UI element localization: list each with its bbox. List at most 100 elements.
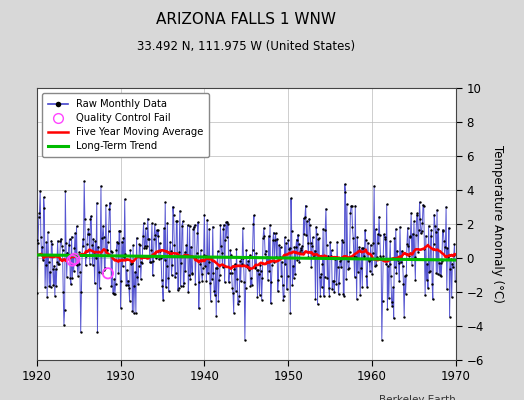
Point — [66, 236, 74, 242]
Point — [64, 242, 73, 248]
Point — [145, 236, 154, 243]
Point — [71, 230, 79, 236]
Point — [225, 279, 233, 286]
Point — [431, 223, 439, 229]
Text: Berkeley Earth: Berkeley Earth — [379, 395, 456, 400]
Point — [338, 237, 346, 243]
Point — [400, 314, 408, 321]
Point — [376, 232, 384, 238]
Point — [219, 264, 227, 270]
Point — [255, 270, 263, 277]
Point — [265, 268, 274, 274]
Point — [303, 240, 312, 246]
Point — [250, 264, 259, 270]
Point — [340, 293, 348, 299]
Point — [116, 228, 124, 234]
Point — [84, 226, 93, 232]
Point — [175, 248, 183, 255]
Point — [422, 277, 431, 283]
Point — [199, 265, 207, 272]
Point — [394, 257, 402, 264]
Point — [81, 216, 89, 222]
Point — [368, 271, 376, 278]
Point — [417, 230, 425, 236]
Point — [230, 266, 238, 272]
Point — [450, 241, 458, 247]
Point — [285, 246, 293, 252]
Point — [205, 225, 213, 232]
Point — [334, 291, 343, 298]
Point — [403, 224, 412, 231]
Point — [95, 285, 104, 291]
Point — [322, 242, 331, 248]
Point — [128, 308, 137, 314]
Point — [258, 275, 267, 282]
Point — [396, 224, 404, 230]
Point — [387, 273, 395, 279]
Point — [158, 276, 166, 283]
Point — [179, 218, 187, 224]
Point — [98, 234, 106, 241]
Point — [341, 181, 349, 187]
Point — [61, 188, 70, 195]
Point — [68, 233, 76, 240]
Point — [294, 232, 302, 238]
Point — [284, 237, 292, 243]
Point — [94, 244, 102, 250]
Point — [100, 267, 108, 273]
Point — [171, 270, 180, 276]
Point — [139, 233, 147, 240]
Point — [167, 248, 175, 254]
Point — [309, 234, 317, 241]
Point — [244, 258, 253, 264]
Point — [269, 237, 277, 244]
Point — [401, 272, 409, 279]
Point — [348, 224, 357, 231]
Point — [353, 296, 361, 302]
Point — [351, 273, 359, 280]
Point — [63, 250, 72, 256]
Point — [208, 276, 216, 282]
Point — [359, 245, 367, 252]
Point — [91, 238, 100, 244]
Point — [308, 242, 316, 249]
Point — [424, 285, 432, 291]
Point — [120, 254, 128, 260]
Point — [389, 315, 398, 322]
Point — [352, 254, 360, 260]
Point — [32, 237, 41, 243]
Point — [194, 305, 203, 312]
Point — [141, 243, 149, 250]
Point — [307, 264, 315, 270]
Point — [413, 210, 422, 217]
Point — [385, 295, 393, 302]
Point — [432, 270, 441, 276]
Point — [210, 288, 219, 294]
Point — [325, 292, 334, 299]
Point — [281, 261, 290, 268]
Point — [387, 298, 396, 305]
Point — [115, 228, 123, 234]
Point — [104, 239, 112, 245]
Point — [47, 238, 56, 244]
Point — [211, 264, 220, 271]
Point — [305, 216, 313, 222]
Point — [88, 242, 96, 248]
Point — [223, 234, 231, 240]
Point — [95, 268, 103, 275]
Point — [249, 220, 257, 227]
Point — [377, 254, 385, 261]
Point — [405, 252, 413, 259]
Point — [87, 213, 95, 219]
Point — [143, 243, 151, 249]
Point — [160, 225, 168, 232]
Point — [418, 220, 427, 226]
Point — [368, 250, 377, 256]
Point — [244, 265, 252, 271]
Point — [154, 227, 162, 234]
Point — [108, 249, 116, 255]
Point — [192, 254, 200, 260]
Point — [229, 290, 237, 296]
Point — [318, 261, 326, 268]
Point — [344, 266, 353, 273]
